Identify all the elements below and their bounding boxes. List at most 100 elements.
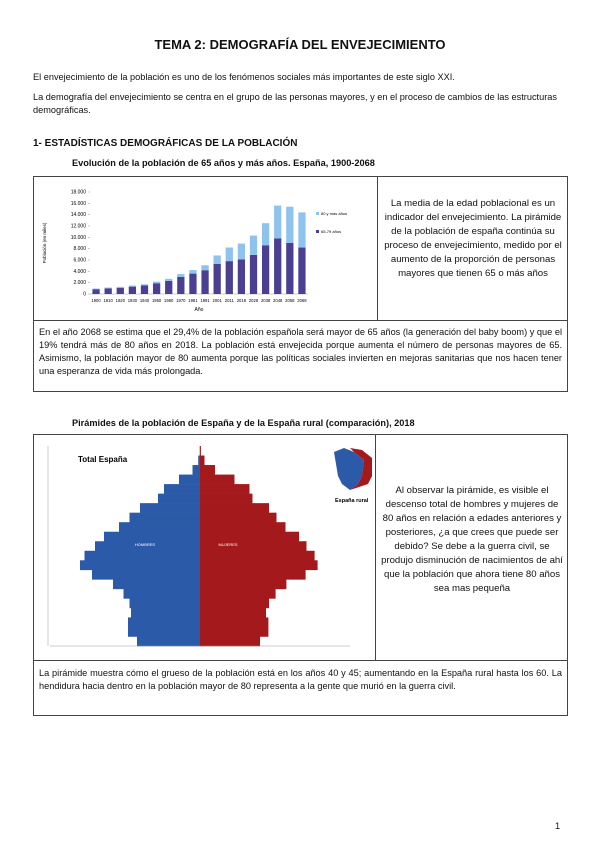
bar: [104, 288, 112, 294]
figure-caption: Pirámides de la población de España y de…: [72, 418, 415, 428]
pyramid-bar: [200, 512, 277, 523]
note-box: [33, 660, 568, 716]
bar: [237, 243, 246, 260]
bar: [140, 285, 149, 294]
x-tick-label: 1981: [188, 298, 198, 303]
section-heading: 1- ESTADÍSTICAS DEMOGRÁFICAS DE LA POBLA…: [33, 138, 298, 149]
pyramid-bar: [200, 541, 307, 552]
bar: [140, 284, 149, 286]
legend-swatch: [316, 212, 319, 215]
series-label: HOMBRES: [135, 542, 156, 547]
pyramid-bar: [200, 588, 276, 599]
paragraph: El envejecimiento de la población es uno…: [33, 72, 455, 82]
pyramid-bar: [200, 560, 318, 571]
bar: [298, 247, 306, 294]
y-tick-label: 10.000: [71, 235, 87, 241]
bar: [237, 259, 246, 294]
pyramid-bar: [95, 541, 200, 552]
x-tick-label: 2018: [237, 298, 247, 303]
x-tick-label: 2068: [297, 298, 307, 303]
pyramid-bar: [179, 474, 200, 485]
pyramid-bar: [200, 636, 260, 647]
x-tick-label: 2038: [261, 298, 271, 303]
pyramid-bar: [92, 569, 200, 580]
y-tick-label: 2.000: [73, 280, 86, 286]
legend-label: 65-79 años: [321, 229, 341, 234]
pyramid-bar: [200, 474, 235, 485]
pyramid-bar: [84, 550, 200, 561]
x-axis-label: Año: [195, 307, 204, 313]
y-tick-label: 6.000: [73, 258, 86, 264]
pyramid-bar: [131, 607, 200, 618]
note: En el año 2068 se estima que el 29,4% de…: [39, 327, 562, 376]
inset-label: España rural: [335, 498, 369, 504]
pyramid-bar: [200, 617, 269, 628]
pyramid-bar: [200, 493, 253, 504]
x-tick-label: 2001: [213, 298, 223, 303]
legend-label: 80 y más años: [321, 211, 347, 216]
title: TEMA 2: DEMOGRAFÍA DEL ENVEJECIMIENTO: [154, 37, 446, 52]
side-text: La media de la edad poblacional es un in…: [384, 198, 562, 279]
bar: [249, 254, 258, 294]
series-label: MUJERES: [218, 542, 237, 547]
x-tick-label: 1920: [116, 298, 126, 303]
bar: [189, 273, 197, 294]
bar: [261, 245, 270, 294]
bar: [165, 280, 173, 294]
y-tick-label: 8.000: [73, 246, 86, 252]
bar: [274, 238, 282, 294]
bar-chart: Población (en miles) Año 0 2.000 4.000 6.000 8…: [42, 190, 347, 314]
pyramid-bar: [119, 522, 200, 533]
pyramid-bar: [200, 531, 299, 542]
side-text: Al observar la pirámide, es visible el d…: [381, 485, 563, 594]
pyramid-bar: [129, 598, 200, 609]
bar: [104, 287, 112, 289]
x-tick-label: 1970: [176, 298, 186, 303]
bar: [249, 235, 258, 255]
bar: [152, 283, 161, 294]
pyramid-bar: [128, 617, 200, 628]
y-tick-label: 14.000: [71, 212, 87, 218]
x-tick-label: 1900: [91, 298, 101, 303]
y-tick-label: 0: [83, 292, 86, 298]
bar: [92, 289, 100, 294]
bar: [116, 286, 124, 288]
paragraph: La demografía del envejecimiento se cent…: [33, 92, 557, 115]
pyramid-chart: Total España España rural HOMBRES MUJERES: [47, 446, 372, 647]
x-tick-label: 2058: [285, 298, 295, 303]
pyramid-bar: [200, 465, 215, 475]
bar: [213, 255, 221, 264]
pyramid-bar: [137, 636, 200, 647]
bar: [201, 265, 209, 271]
pyramid-bar: [200, 598, 269, 609]
bar: [152, 281, 161, 284]
y-tick-label: 18.000: [71, 190, 87, 196]
bar: [286, 243, 294, 294]
inset-shape: [350, 448, 372, 490]
divider: [375, 434, 376, 661]
pyramid-bar: [200, 484, 250, 494]
pyramid-bar: [200, 455, 205, 466]
pyramid-bar: [158, 493, 200, 504]
pyramid-bar: [80, 560, 200, 571]
chart-title: Total España: [78, 455, 128, 464]
pyramid-bar: [104, 531, 200, 542]
bar: [201, 270, 209, 294]
pyramid-bar: [200, 607, 266, 618]
pyramid-bar: [113, 579, 200, 590]
y-axis-label: Población (en miles): [42, 222, 47, 263]
bar: [177, 277, 185, 294]
x-tick-label: 1940: [140, 298, 150, 303]
x-tick-label: 1930: [128, 298, 138, 303]
x-tick-label: 2028: [249, 298, 259, 303]
bar: [116, 287, 124, 294]
bar: [225, 247, 233, 262]
pyramid-bar: [200, 569, 306, 580]
pyramid-bar: [192, 465, 200, 475]
pyramid-bar: [200, 503, 269, 513]
pyramid-bar: [129, 512, 200, 523]
pyramid-bar: [200, 446, 201, 456]
note-box: [33, 320, 568, 392]
bar: [92, 288, 100, 290]
